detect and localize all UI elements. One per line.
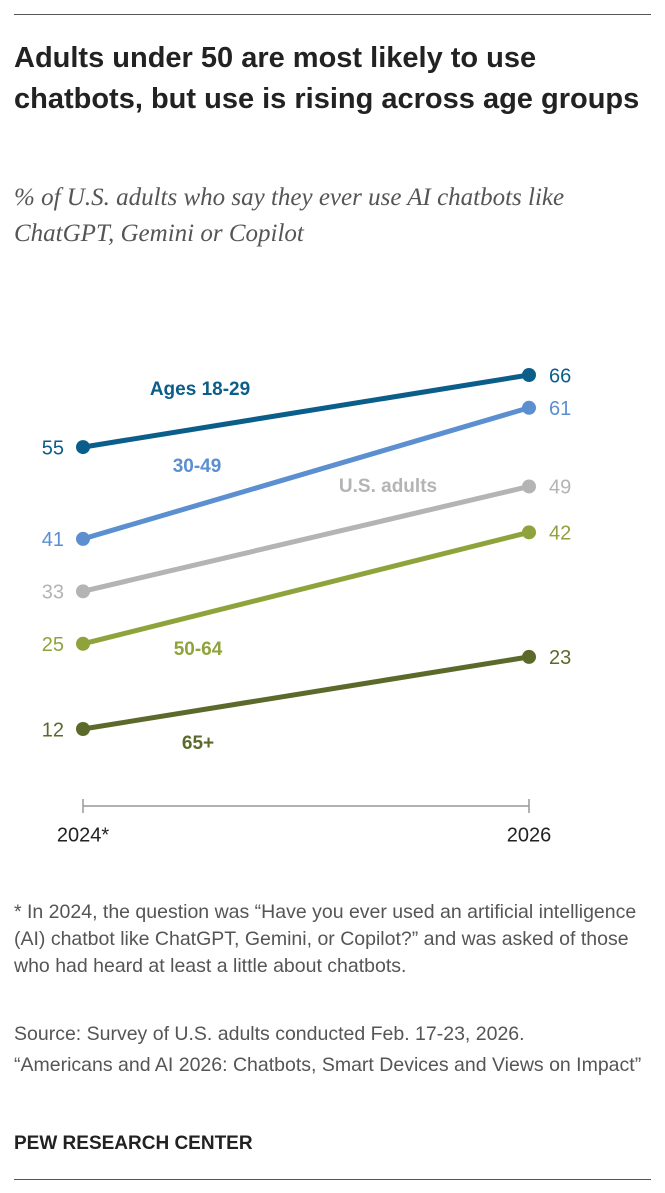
series-line — [82, 529, 530, 647]
series-line — [82, 654, 530, 732]
point — [522, 479, 536, 494]
series-label: 65+ — [182, 733, 214, 754]
top-rule — [14, 14, 651, 15]
point — [522, 368, 536, 382]
value-label: 66 — [549, 365, 571, 387]
value-label: 55 — [42, 437, 64, 459]
point — [76, 531, 90, 546]
point — [76, 440, 90, 455]
chart-title: Adults under 50 are most likely to use c… — [14, 42, 640, 115]
series-line — [82, 484, 530, 594]
x-tick-label: 2026 — [507, 824, 552, 846]
point — [522, 525, 536, 540]
value-label: 23 — [549, 647, 571, 669]
series-line — [82, 405, 530, 542]
footnote: * In 2024, the question was “Have you ev… — [14, 901, 637, 977]
bottom-rule — [14, 1179, 651, 1180]
value-label: 41 — [42, 529, 64, 551]
source: Source: Survey of U.S. adults conducted … — [14, 1023, 525, 1045]
point — [76, 722, 90, 736]
series-label: 30-49 — [173, 456, 222, 477]
brand: PEW RESEARCH CENTER — [14, 1133, 253, 1154]
value-label: 25 — [42, 634, 64, 656]
citation: “Americans and AI 2026: Chatbots, Smart … — [14, 1054, 642, 1076]
point — [522, 649, 536, 664]
point — [76, 636, 90, 651]
value-label: 49 — [549, 477, 571, 499]
point — [522, 400, 536, 415]
value-label: 33 — [42, 582, 64, 604]
point — [76, 584, 90, 599]
series-label: U.S. adults — [339, 476, 437, 497]
value-label: 12 — [42, 719, 64, 741]
series-label: Ages 18-29 — [150, 379, 250, 400]
value-label: 42 — [549, 523, 571, 545]
chart-subtitle: % of U.S. adults who say they ever use A… — [14, 184, 565, 247]
x-tick-label: 2024* — [57, 824, 109, 846]
series-label: 50-64 — [174, 639, 223, 660]
value-label: 61 — [549, 398, 571, 420]
series-line — [82, 372, 530, 450]
